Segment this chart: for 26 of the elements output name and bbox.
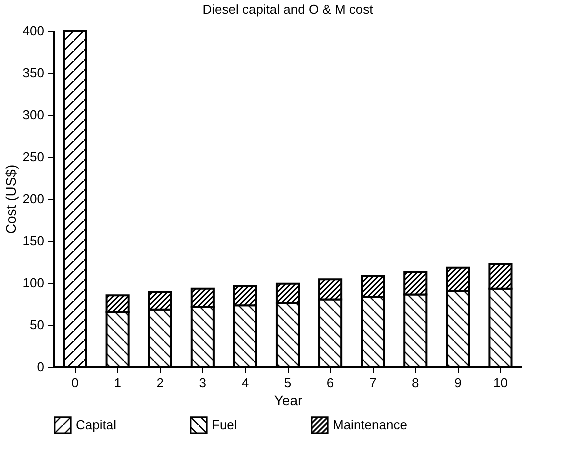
x-tick-label: 10 <box>493 376 508 390</box>
y-tick-label: 0 <box>37 360 44 374</box>
y-tick-label: 50 <box>30 318 44 332</box>
x-tick-label: 2 <box>156 376 164 390</box>
legend-label: Capital <box>76 417 117 432</box>
x-tick-label: 5 <box>284 376 292 390</box>
chart-title: Diesel capital and O & M cost <box>202 2 374 17</box>
x-tick-label: 6 <box>326 376 334 390</box>
x-tick-label: 8 <box>412 376 420 390</box>
y-tick-label: 300 <box>22 108 44 122</box>
x-tick-label: 1 <box>114 376 122 390</box>
y-tick-label: 100 <box>22 276 44 290</box>
legend-label: Fuel <box>212 417 238 432</box>
y-tick-label: 400 <box>22 24 44 38</box>
legend-label: Maintenance <box>333 417 408 432</box>
x-tick-label: 4 <box>242 376 250 390</box>
y-tick-label: 200 <box>22 192 44 206</box>
x-tick-label: 9 <box>454 376 462 390</box>
x-tick-label: 7 <box>369 376 377 390</box>
x-tick-label: 3 <box>199 376 207 390</box>
y-tick-label: 350 <box>22 66 44 80</box>
x-axis-title: Year <box>274 392 303 408</box>
y-axis-title: Cost (US$) <box>2 164 19 234</box>
y-tick-label: 150 <box>22 234 44 248</box>
y-tick-label: 250 <box>22 150 44 164</box>
x-tick-label: 0 <box>72 376 79 390</box>
